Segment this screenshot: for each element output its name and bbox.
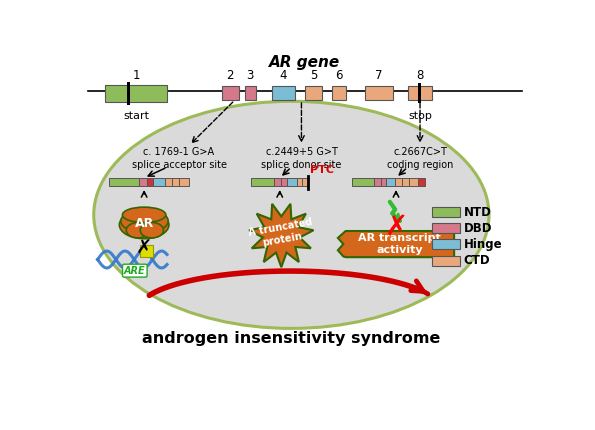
Ellipse shape: [120, 211, 169, 239]
Bar: [395, 178, 402, 186]
Polygon shape: [249, 204, 314, 267]
Bar: [105, 85, 167, 101]
Bar: [165, 178, 172, 186]
Bar: [287, 178, 297, 186]
Text: c. 1769-1 G>A
splice acceptor site: c. 1769-1 G>A splice acceptor site: [131, 147, 227, 170]
Bar: [386, 178, 395, 186]
Text: ✗: ✗: [385, 213, 408, 241]
Bar: [127, 82, 130, 105]
Text: 1: 1: [133, 69, 140, 83]
Text: 4: 4: [280, 69, 287, 83]
Bar: [331, 86, 346, 100]
Text: AR transcript
activity: AR transcript activity: [359, 233, 441, 255]
Text: 5: 5: [310, 69, 318, 83]
Bar: [409, 178, 418, 186]
Text: stop: stop: [408, 111, 432, 121]
Text: start: start: [123, 111, 149, 121]
Text: androgen insensitivity syndrome: androgen insensitivity syndrome: [142, 331, 440, 346]
Bar: [402, 178, 409, 186]
Ellipse shape: [94, 101, 489, 329]
Bar: [302, 178, 308, 186]
Text: 6: 6: [335, 69, 342, 83]
Bar: [221, 86, 239, 100]
Text: AR gene: AR gene: [269, 55, 340, 71]
Text: AR: AR: [134, 217, 154, 230]
Text: ✗: ✗: [136, 239, 152, 258]
Bar: [140, 245, 153, 257]
Polygon shape: [338, 231, 454, 257]
Text: 2: 2: [227, 69, 234, 83]
Ellipse shape: [140, 212, 168, 230]
Bar: [251, 178, 274, 186]
Bar: [418, 83, 421, 103]
Bar: [352, 178, 374, 186]
Text: ARE: ARE: [124, 266, 146, 276]
Text: 7: 7: [375, 69, 383, 83]
Text: c.2449+5 G>T
splice donor site: c.2449+5 G>T splice donor site: [261, 147, 342, 170]
Bar: [179, 178, 189, 186]
Text: NTD: NTD: [464, 206, 491, 218]
Ellipse shape: [121, 212, 149, 230]
Text: DBD: DBD: [464, 222, 492, 235]
Bar: [374, 178, 380, 186]
Ellipse shape: [140, 223, 164, 238]
Ellipse shape: [126, 223, 149, 238]
Bar: [172, 178, 179, 186]
Bar: [281, 178, 287, 186]
Bar: [274, 178, 281, 186]
Bar: [297, 178, 302, 186]
Bar: [433, 207, 459, 217]
Text: A truncated
protein: A truncated protein: [248, 217, 315, 250]
Text: PTC: PTC: [310, 165, 334, 175]
Bar: [109, 178, 139, 186]
Bar: [433, 223, 459, 233]
Bar: [147, 178, 153, 186]
Text: 3: 3: [246, 69, 254, 83]
Bar: [153, 178, 165, 186]
Bar: [305, 86, 322, 100]
Ellipse shape: [123, 207, 166, 223]
Bar: [380, 178, 386, 186]
Text: Hinge: Hinge: [464, 238, 502, 251]
Bar: [272, 86, 295, 100]
Text: 8: 8: [416, 69, 424, 83]
Bar: [418, 178, 425, 186]
Bar: [433, 240, 459, 249]
Bar: [433, 256, 459, 266]
Bar: [408, 86, 433, 100]
Text: CTD: CTD: [464, 254, 490, 267]
Bar: [245, 86, 256, 100]
Text: c.2667C>T
coding region: c.2667C>T coding region: [387, 147, 453, 170]
Bar: [139, 178, 147, 186]
Bar: [365, 86, 393, 100]
